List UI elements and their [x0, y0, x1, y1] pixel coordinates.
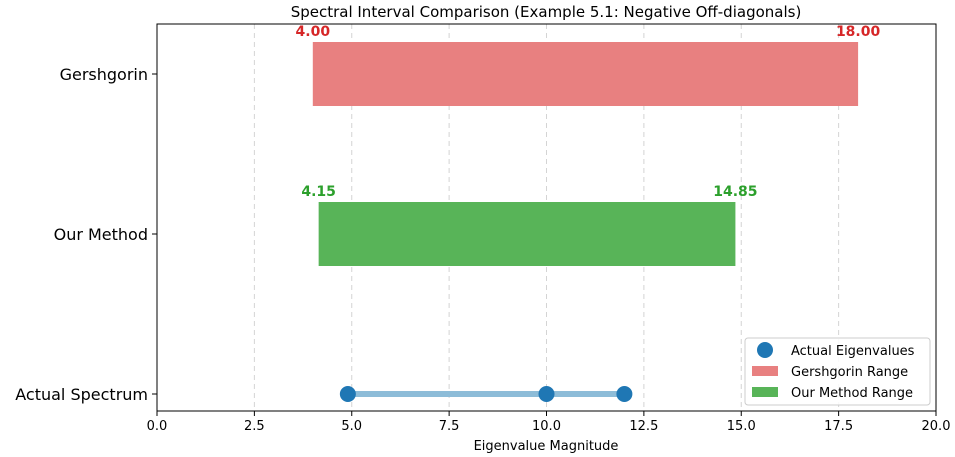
legend-label: Gershgorin Range: [791, 365, 908, 380]
range-bar: [318, 202, 736, 266]
y-axis-ticks: Gershgorin Our Method Actual Spectrum: [15, 65, 157, 404]
range-start-label: 4.15: [301, 184, 336, 200]
range-end-label: 14.85: [713, 184, 757, 200]
range-bar: [312, 42, 859, 106]
x-tick-label: 17.5: [824, 419, 853, 434]
range-end-label: 18.00: [836, 24, 881, 40]
legend-label: Actual Eigenvalues: [791, 344, 915, 359]
eigenvalue-point: [339, 386, 356, 402]
legend-label: Our Method Range: [791, 386, 913, 401]
actual-spectrum: [339, 386, 633, 402]
x-tick-label: 7.5: [439, 419, 460, 434]
x-tick-label: 0.0: [147, 419, 168, 434]
legend: Actual Eigenvalues Gershgorin Range Our Me…: [744, 337, 931, 406]
x-tick-label: 12.5: [629, 419, 658, 434]
y-tick-label: Gershgorin: [60, 65, 148, 84]
x-tick-label: 10.0: [532, 419, 561, 434]
eigenvalue-point: [616, 386, 633, 402]
y-tick-label: Our Method: [54, 225, 148, 244]
eigenvalue-point: [538, 386, 555, 402]
y-tick-label: Actual Spectrum: [15, 385, 148, 404]
legend-patch: [752, 387, 778, 397]
legend-box: [744, 337, 931, 406]
chart-title: Spectral Interval Comparison (Example 5.…: [291, 3, 802, 21]
legend-marker: [757, 342, 773, 358]
x-tick-label: 5.0: [341, 419, 362, 434]
x-tick-label: 20.0: [922, 419, 951, 434]
x-axis-label: Eigenvalue Magnitude: [474, 439, 619, 454]
x-tick-label: 2.5: [244, 419, 265, 434]
x-axis-ticks: 0.0 2.5 5.0 7.5 10.0 12.5 15.0 17.5 20.0: [147, 411, 951, 434]
range-start-label: 4.00: [296, 24, 331, 40]
legend-patch: [752, 366, 778, 376]
x-tick-label: 15.0: [727, 419, 756, 434]
range-bars: 4.00 18.00 4.15 14.85: [296, 24, 881, 266]
